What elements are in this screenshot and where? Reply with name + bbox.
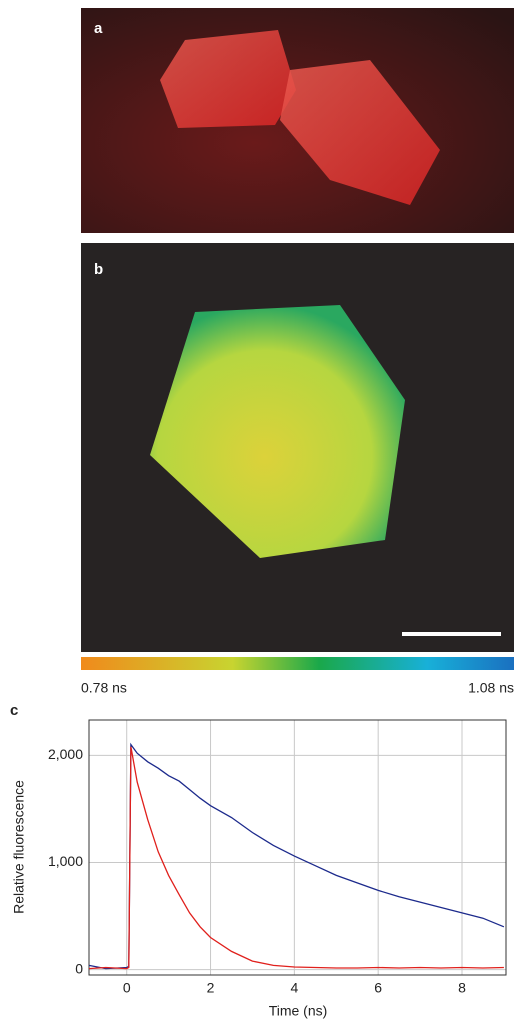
y-tick-label: 2,000 — [48, 746, 83, 762]
panel-label: c — [10, 702, 18, 719]
x-tick-label: 8 — [458, 980, 466, 996]
crystal — [280, 60, 440, 205]
colorbar-label: 1.08 ns — [468, 680, 514, 696]
plot-frame — [88, 719, 507, 976]
data-line — [88, 742, 505, 970]
x-tick-label: 6 — [374, 980, 382, 996]
x-tick-label: 2 — [207, 980, 215, 996]
x-tick-label: 4 — [290, 980, 298, 996]
y-tick-label: 0 — [75, 960, 83, 976]
x-axis-label: Time (ns) — [269, 1003, 328, 1019]
panel-label: a — [94, 20, 103, 37]
crystal — [160, 30, 296, 128]
x-tick-label: 0 — [123, 980, 131, 996]
panel-label: b — [94, 261, 103, 278]
y-axis-label: Relative fluorescence — [11, 780, 27, 914]
colorbar-label: 0.78 ns — [81, 680, 127, 696]
crystal — [150, 305, 405, 558]
y-tick-label: 1,000 — [48, 853, 83, 869]
colorbar — [81, 657, 514, 670]
data-line — [88, 746, 504, 970]
